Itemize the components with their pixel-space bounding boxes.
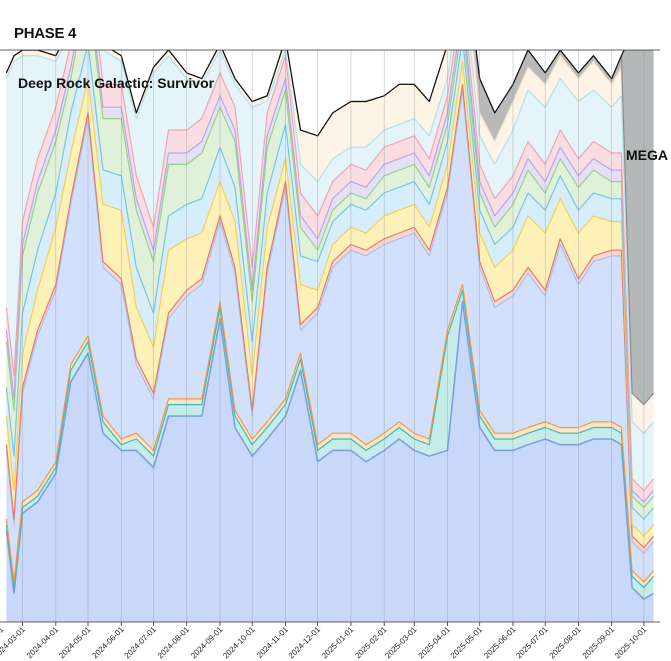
area-teal (6, 290, 654, 600)
x-tick-label: 2024-03-01 (0, 625, 27, 661)
annotation-mega: MEGA (626, 147, 668, 163)
x-tick-label: 2024-07-01 (123, 625, 159, 661)
series-line-yellow (5, 60, 655, 537)
x-tick-label: 01 (0, 625, 6, 638)
series-line-red (5, 83, 655, 549)
x-tick-label: 2024-06-01 (90, 625, 126, 661)
annotation-deep-rock-galactic-survivor: Deep Rock Galactic: Survivor (18, 75, 215, 91)
x-tick-label: 2024-05-01 (57, 625, 93, 661)
series-line-sky (5, 50, 655, 520)
area-base (6, 301, 654, 622)
x-tick-label: 2025-04-01 (417, 625, 453, 661)
series-line-deep-rock-galactic-survivor (5, 50, 655, 434)
series-line-teal (5, 289, 655, 589)
x-tick-label: 2025-08-01 (548, 625, 584, 661)
page-title: PHASE 4 (14, 25, 77, 42)
area-orange (6, 284, 654, 588)
series-line-orange (5, 283, 655, 583)
x-tick-label: 2024-09-01 (189, 625, 225, 661)
x-tick-label: 2024-04-01 (25, 625, 61, 661)
x-tick-label: 2024-10-01 (221, 625, 257, 661)
area-sky (6, 50, 654, 537)
x-tick-label: 2025-09-01 (581, 625, 617, 661)
series-line-pink (5, 50, 655, 491)
x-tick-label: 2025-05-01 (449, 625, 485, 661)
x-tick-label: 2025-03-01 (383, 625, 419, 661)
x-tick-label: 2025-06-01 (482, 625, 518, 661)
x-tick-label: 2025-10-01 (613, 625, 649, 661)
series-line-base (5, 300, 655, 600)
series-line-lavender (5, 50, 655, 503)
area-mid-blue (6, 90, 654, 582)
x-tick-label: 2024-11-01 (255, 625, 290, 660)
series-line-mega (5, 50, 625, 137)
series-line-green (5, 50, 655, 509)
x-tick-label: 2024-08-01 (156, 625, 192, 661)
x-tick-label: 2025-01-01 (320, 625, 356, 661)
x-tick-label: 2024-12-01 (287, 625, 323, 661)
series-line-mid-blue (5, 89, 655, 554)
area-cream (6, 50, 654, 434)
x-tick-label: 2025-07-01 (514, 625, 550, 661)
